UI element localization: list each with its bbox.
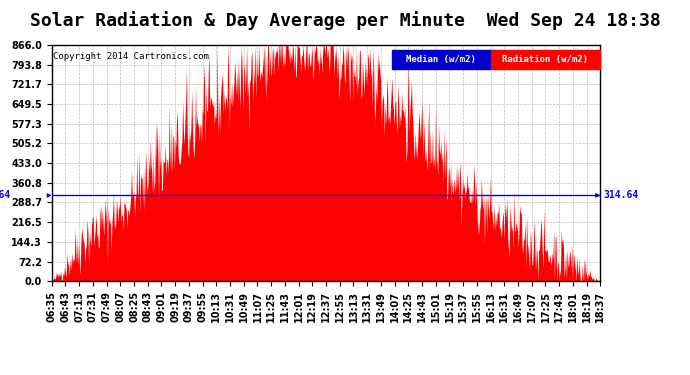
Bar	[491, 50, 600, 69]
Text: 314.64: 314.64	[603, 190, 638, 200]
Text: Copyright 2014 Cartronics.com: Copyright 2014 Cartronics.com	[53, 52, 208, 61]
Text: Median (w/m2): Median (w/m2)	[406, 55, 476, 64]
Text: Solar Radiation & Day Average per Minute  Wed Sep 24 18:38: Solar Radiation & Day Average per Minute…	[30, 11, 660, 30]
Text: 314.64: 314.64	[0, 190, 10, 200]
Text: Radiation (w/m2): Radiation (w/m2)	[502, 55, 589, 64]
Bar	[392, 50, 491, 69]
